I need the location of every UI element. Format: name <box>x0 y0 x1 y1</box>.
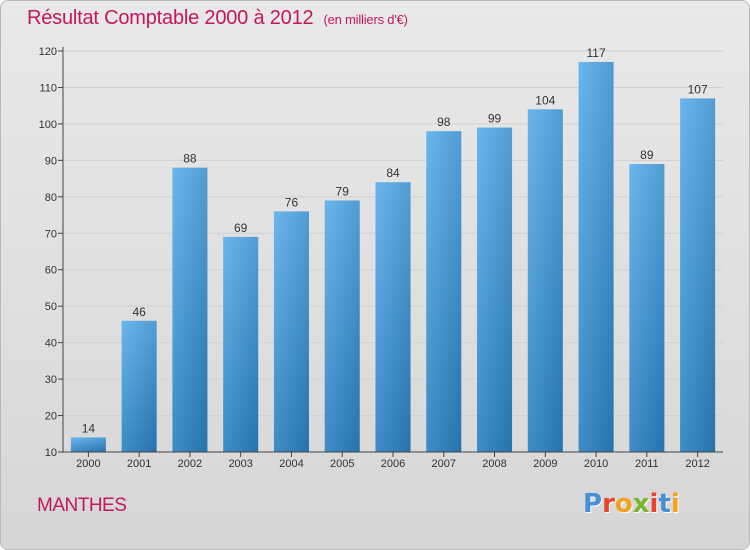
y-tick-label: 90 <box>45 155 57 167</box>
data-label: 104 <box>535 93 555 107</box>
x-tick-label: 2001 <box>127 458 151 470</box>
data-label: 69 <box>234 221 248 235</box>
y-tick-label: 120 <box>39 46 57 58</box>
chart-subtitle: (en milliers d'€) <box>323 12 408 27</box>
y-tick-label: 110 <box>39 82 57 94</box>
y-tick-label: 10 <box>45 447 57 459</box>
bar-shade <box>70 437 106 452</box>
bar-shade <box>426 131 462 452</box>
data-label: 76 <box>285 195 299 209</box>
logo-letter: i <box>670 489 680 519</box>
logo-letter: t <box>658 489 671 519</box>
x-tick-label: 2008 <box>482 458 506 470</box>
y-tick-label: 30 <box>45 374 57 386</box>
x-tick-label: 2003 <box>228 458 252 470</box>
x-tick-label: 2005 <box>330 458 354 470</box>
y-tick-label: 100 <box>39 119 57 131</box>
bar-shade <box>680 98 716 453</box>
y-tick-label: 60 <box>45 265 57 277</box>
bar-shade <box>273 211 309 452</box>
bar-shade <box>527 109 563 452</box>
x-tick-label: 2006 <box>381 458 405 470</box>
bar-shade <box>629 164 665 452</box>
data-label: 107 <box>688 82 708 96</box>
x-tick-label: 2010 <box>584 458 608 470</box>
y-tick-label: 50 <box>45 301 57 313</box>
axes: 10 20 30 40 50 60 70 80 90 100 110 120 2000 2001 2002 2… <box>39 46 723 470</box>
data-label: 88 <box>183 152 197 166</box>
bars: 14 46 88 69 76 79 84 98 99 104 117 89 107 <box>70 46 716 453</box>
bar-shade <box>223 236 259 452</box>
x-tick-label: 2000 <box>76 458 100 470</box>
data-label: 79 <box>336 184 350 198</box>
data-label: 98 <box>437 115 451 129</box>
data-label: 84 <box>386 166 400 180</box>
x-tick-label: 2007 <box>432 458 456 470</box>
data-label: 89 <box>640 148 654 162</box>
y-tick-label: 70 <box>45 228 57 240</box>
bar-shade <box>477 127 513 453</box>
y-tick-label: 20 <box>45 411 57 423</box>
chart-title: Résultat Comptable 2000 à 2012 (en millie… <box>27 7 408 30</box>
x-tick-label: 2002 <box>178 458 202 470</box>
y-tick-label: 40 <box>45 338 57 350</box>
x-tick-label: 2012 <box>685 458 709 470</box>
data-label: 14 <box>82 421 96 435</box>
bar-shade <box>324 200 360 452</box>
logo-letter: x <box>632 489 650 519</box>
logo-letter: i <box>649 489 659 519</box>
bar-shade <box>375 182 411 452</box>
chart-title-text: Résultat Comptable 2000 à 2012 <box>27 7 314 29</box>
x-tick-label: 2004 <box>279 458 303 470</box>
bar-shade <box>121 320 157 452</box>
x-tick-label: 2009 <box>533 458 557 470</box>
logo-letter: r <box>602 489 615 519</box>
commune-name: MANTHES <box>37 495 127 516</box>
y-tick-label: 80 <box>45 192 57 204</box>
data-label: 99 <box>488 112 502 126</box>
x-tick-label: 2011 <box>635 458 659 470</box>
data-label: 46 <box>132 305 146 319</box>
logo-letter: P <box>583 489 603 519</box>
logo-letter: o <box>614 489 633 519</box>
bar-shade <box>578 61 614 452</box>
bar-shade <box>172 167 208 452</box>
proxiti-logo: Proxiti <box>583 489 680 519</box>
data-label: 117 <box>587 46 606 60</box>
